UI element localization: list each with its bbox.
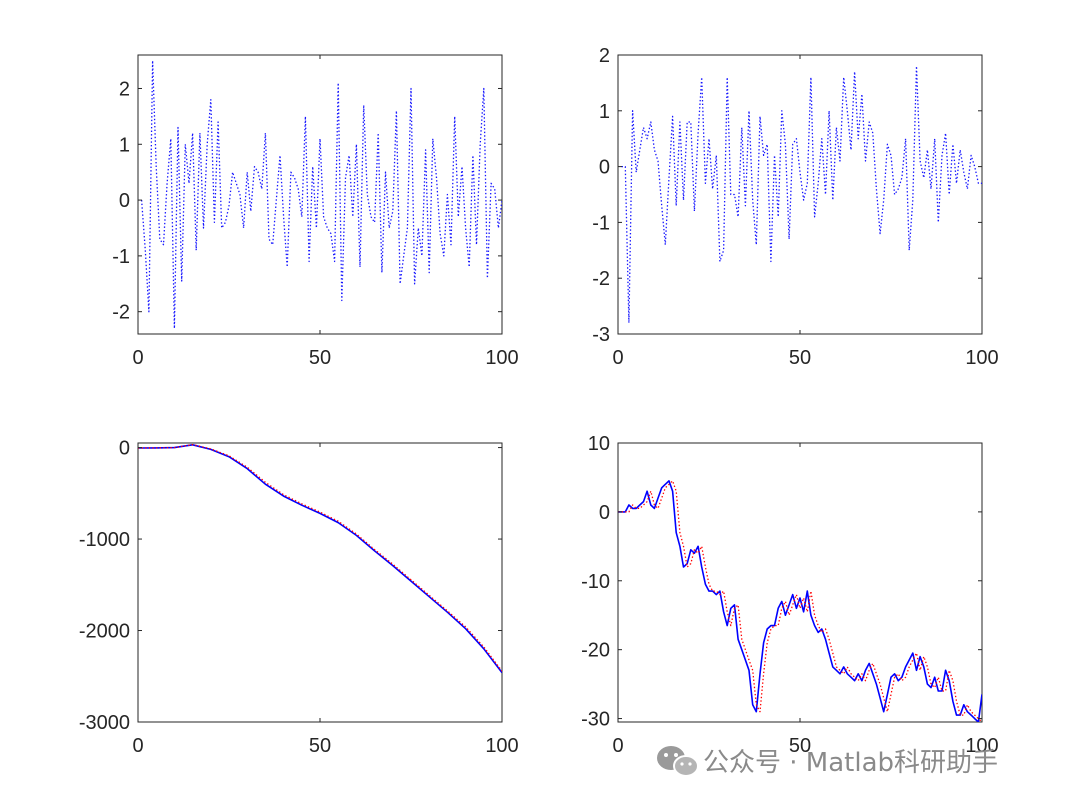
y-tick-label: 2 bbox=[599, 45, 610, 67]
series-line-2 bbox=[618, 480, 982, 722]
axes-frame-top-right bbox=[617, 54, 983, 335]
y-tick-label: -20 bbox=[581, 640, 610, 662]
x-tick-label: 50 bbox=[789, 735, 811, 757]
series-line-1 bbox=[621, 65, 982, 324]
subplot-bottom-right: 0 50 100 -30 -20 -10 0 10 bbox=[581, 433, 999, 757]
y-tick-label: 0 bbox=[119, 438, 130, 460]
y-tick-label: -1000 bbox=[79, 529, 130, 551]
axes-frame-bottom-left bbox=[137, 442, 503, 723]
x-tick-label: 50 bbox=[309, 347, 331, 369]
y-tick-label: -2000 bbox=[79, 621, 130, 643]
x-tick-label: 0 bbox=[612, 735, 623, 757]
y-tick-label: -30 bbox=[581, 709, 610, 731]
y-tick-label: 0 bbox=[599, 502, 610, 524]
subplot-bottom-left: 0 50 100 -3000 -2000 -1000 0 bbox=[79, 438, 519, 757]
x-tick-label: 100 bbox=[485, 347, 518, 369]
y-tick-label: -3000 bbox=[79, 712, 130, 734]
series-line-1 bbox=[618, 480, 982, 722]
watermark: 公众号 · Matlab科研助手 bbox=[657, 746, 998, 778]
y-tick-label: 1 bbox=[119, 134, 130, 156]
x-tick-label: 50 bbox=[789, 347, 811, 369]
y-tick-label: -1 bbox=[112, 246, 130, 268]
y-tick-label: -1 bbox=[592, 212, 610, 234]
y-tick-label: 0 bbox=[119, 190, 130, 212]
x-tick-label: 0 bbox=[132, 347, 143, 369]
axes-frame-bottom-right bbox=[617, 442, 983, 723]
y-tick-label: -2 bbox=[592, 268, 610, 290]
y-tick-label: -3 bbox=[592, 324, 610, 346]
y-tick-label: 1 bbox=[599, 101, 610, 123]
subplot-top-right: 0 50 100 -3 -2 -1 0 1 2 bbox=[592, 45, 998, 369]
plot-area bbox=[618, 480, 982, 722]
y-tick-label: -10 bbox=[581, 571, 610, 593]
x-tick-label: 0 bbox=[612, 347, 623, 369]
x-tick-label: 100 bbox=[485, 735, 518, 757]
subplot-top-left: 0 50 100 -2 -1 0 1 2 bbox=[112, 54, 519, 369]
x-tick-label: 0 bbox=[132, 735, 143, 757]
x-tick-label: 100 bbox=[965, 735, 998, 757]
x-tick-label: 100 bbox=[965, 347, 998, 369]
y-tick-label: 2 bbox=[119, 78, 130, 100]
wechat-icon bbox=[657, 746, 699, 777]
x-tick-label: 50 bbox=[309, 735, 331, 757]
watermark-text: 公众号 · Matlab科研助手 bbox=[703, 748, 998, 778]
y-tick-label: 0 bbox=[599, 157, 610, 179]
plot-area bbox=[138, 443, 502, 674]
series-line-1 bbox=[138, 443, 502, 674]
plot-area bbox=[140, 59, 502, 330]
axes-frame-top-left bbox=[137, 54, 503, 335]
plot-area bbox=[621, 65, 982, 324]
y-tick-label: 10 bbox=[588, 433, 610, 455]
y-tick-label: -2 bbox=[112, 302, 130, 324]
series-line-1 bbox=[140, 59, 502, 330]
